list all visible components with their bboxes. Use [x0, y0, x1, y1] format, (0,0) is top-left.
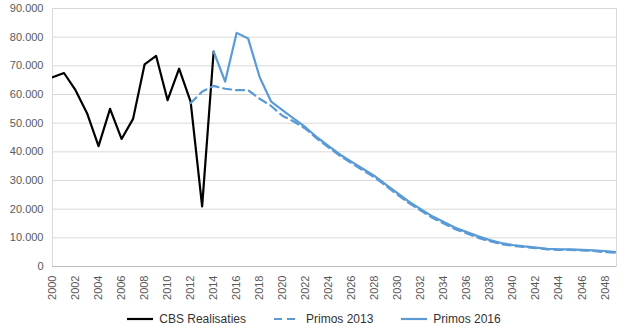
svg-text:2032: 2032 — [414, 276, 426, 300]
svg-text:2046: 2046 — [575, 276, 587, 300]
svg-text:2018: 2018 — [253, 276, 265, 300]
svg-text:2000: 2000 — [46, 276, 58, 300]
svg-text:2002: 2002 — [69, 276, 81, 300]
html-text:Primos 2016: Primos 2016 — [433, 312, 501, 326]
svg-text:40.000: 40.000 — [10, 145, 44, 157]
svg-text:2036: 2036 — [460, 276, 472, 300]
svg-text:2034: 2034 — [437, 276, 449, 300]
svg-text:2004: 2004 — [92, 276, 104, 300]
svg-text:2006: 2006 — [115, 276, 127, 300]
svg-text:2022: 2022 — [299, 276, 311, 300]
svg-text:60.000: 60.000 — [10, 88, 44, 100]
svg-text:2020: 2020 — [276, 276, 288, 300]
svg-text:90.000: 90.000 — [10, 2, 44, 14]
svg-text:80.000: 80.000 — [10, 31, 44, 43]
svg-text:70.000: 70.000 — [10, 59, 44, 71]
svg-text:0: 0 — [37, 260, 43, 272]
svg-text:2016: 2016 — [230, 276, 242, 300]
svg-text:2012: 2012 — [184, 276, 196, 300]
svg-text:2008: 2008 — [138, 276, 150, 300]
svg-text:2044: 2044 — [552, 276, 564, 300]
svg-text:2040: 2040 — [506, 276, 518, 300]
svg-text:2028: 2028 — [368, 276, 380, 300]
svg-text:30.000: 30.000 — [10, 174, 44, 186]
html-text:Primos 2013: Primos 2013 — [306, 312, 374, 326]
svg-text:2042: 2042 — [529, 276, 541, 300]
svg-text:2014: 2014 — [207, 276, 219, 300]
svg-text:50.000: 50.000 — [10, 117, 44, 129]
svg-text:2048: 2048 — [599, 276, 611, 300]
svg-text:2010: 2010 — [161, 276, 173, 300]
svg-text:2024: 2024 — [322, 276, 334, 300]
html-text:CBS Realisaties: CBS Realisaties — [159, 312, 246, 326]
svg-text:2038: 2038 — [483, 276, 495, 300]
svg-text:20.000: 20.000 — [10, 203, 44, 215]
svg-text:2026: 2026 — [345, 276, 357, 300]
svg-text:10.000: 10.000 — [10, 231, 44, 243]
svg-text:2030: 2030 — [391, 276, 403, 300]
